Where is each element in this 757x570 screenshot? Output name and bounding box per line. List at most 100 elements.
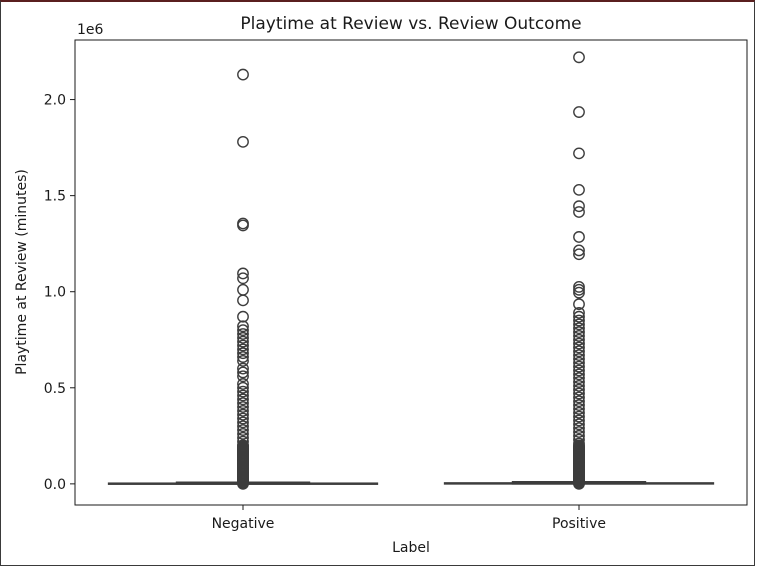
- outlier-point: [237, 428, 249, 440]
- outlier-point: [237, 135, 249, 148]
- outlier-point: [573, 147, 585, 160]
- outlier-point: [573, 333, 585, 346]
- outlier-point: [573, 376, 585, 388]
- outlier-point: [573, 183, 585, 196]
- outlier-point: [237, 420, 249, 433]
- outlier-point: [573, 318, 585, 331]
- outlier-point: [237, 404, 249, 417]
- outlier-point: [573, 414, 585, 427]
- outlier-point: [573, 306, 585, 319]
- outlier-point: [237, 366, 249, 379]
- outlier-point: [573, 391, 585, 404]
- outlier-point: [573, 406, 585, 419]
- outlier-point: [573, 372, 585, 385]
- outlier-point: [573, 383, 585, 396]
- outlier-point: [237, 339, 249, 352]
- outlier-point: [237, 385, 249, 398]
- outlier-point: [237, 412, 249, 425]
- outlier-point: [573, 403, 585, 415]
- outlier-point: [237, 416, 249, 429]
- y-tick-label: 2.0: [44, 93, 66, 109]
- outlier-point: [573, 379, 585, 392]
- outlier-point: [573, 426, 585, 438]
- outlier-point: [237, 283, 249, 296]
- outlier-point: [573, 337, 585, 350]
- outlier-point: [237, 351, 249, 363]
- outlier-point: [237, 401, 249, 413]
- outlier-point: [573, 244, 585, 257]
- outlier-point: [237, 439, 249, 452]
- outlier-point: [573, 349, 585, 362]
- outlier-point: [237, 343, 249, 356]
- x-tick-label: Negative: [212, 516, 275, 532]
- outlier-point: [237, 381, 249, 394]
- outlier-point: [573, 106, 585, 118]
- y-tick-label: 0.0: [44, 477, 66, 493]
- y-axis-label: Playtime at Review (minutes): [14, 169, 30, 375]
- outlier-point: [237, 335, 249, 348]
- outlier-point: [237, 347, 249, 360]
- chart-title: Playtime at Review vs. Review Outcome: [240, 14, 581, 34]
- outlier-point: [573, 345, 585, 358]
- outlier-point: [237, 267, 249, 280]
- outlier-point: [573, 314, 585, 327]
- outlier-point: [237, 294, 249, 307]
- outlier-point: [573, 368, 585, 381]
- outlier-point: [237, 328, 249, 340]
- outlier-point: [237, 389, 249, 402]
- outlier-point: [573, 364, 585, 377]
- outlier-point: [237, 370, 249, 383]
- outlier-point: [573, 399, 585, 411]
- outlier-point: [573, 206, 585, 218]
- outlier-point: [237, 354, 249, 367]
- outlier-point: [573, 356, 585, 369]
- outlier-point: [573, 281, 585, 293]
- x-tick-label: Positive: [552, 516, 606, 532]
- outlier-point: [573, 387, 585, 400]
- y-tick-label: 1.5: [44, 189, 66, 205]
- boxes-layer: [107, 51, 715, 490]
- outlier-point: [237, 378, 249, 390]
- outlier-point: [573, 418, 585, 431]
- x-axis-label: Label: [392, 540, 430, 556]
- outlier-point: [237, 424, 249, 436]
- outlier-point: [237, 408, 249, 421]
- box-negative: [107, 68, 379, 490]
- y-tick-label: 1.0: [44, 285, 66, 301]
- y-tick-label: 0.5: [44, 381, 66, 397]
- outlier-point: [573, 422, 585, 435]
- outlier-point: [573, 326, 585, 338]
- outlier-point: [237, 324, 249, 337]
- outlier-point: [573, 200, 585, 213]
- outlier-point: [237, 331, 249, 344]
- outlier-point: [237, 397, 249, 410]
- outlier-point: [573, 310, 585, 323]
- outlier-point: [573, 341, 585, 354]
- outlier-point: [573, 439, 585, 452]
- outlier-point: [573, 353, 585, 365]
- y-offset-label: 1e6: [77, 22, 104, 38]
- outlier-point: [573, 51, 585, 64]
- outlier-point: [573, 298, 585, 311]
- outlier-point: [237, 362, 249, 375]
- outlier-point: [573, 231, 585, 243]
- y-axis: 0.0 0.5 1.0 1.5 2.0: [44, 93, 75, 493]
- outlier-point: [573, 360, 585, 373]
- outlier-point: [573, 283, 585, 296]
- outlier-point: [573, 286, 585, 299]
- outlier-point: [237, 393, 249, 406]
- outlier-point: [573, 248, 585, 261]
- outlier-point: [237, 272, 249, 285]
- plot-area: [74, 39, 748, 506]
- outlier-point: [237, 320, 249, 333]
- outlier-point: [573, 330, 585, 342]
- box-positive: [443, 51, 715, 490]
- outlier-point: [237, 68, 249, 81]
- outlier-point: [237, 310, 249, 323]
- outlier-point: [573, 410, 585, 423]
- x-axis: Negative Positive: [212, 505, 606, 532]
- outlier-point: [237, 219, 249, 232]
- outlier-point: [573, 395, 585, 408]
